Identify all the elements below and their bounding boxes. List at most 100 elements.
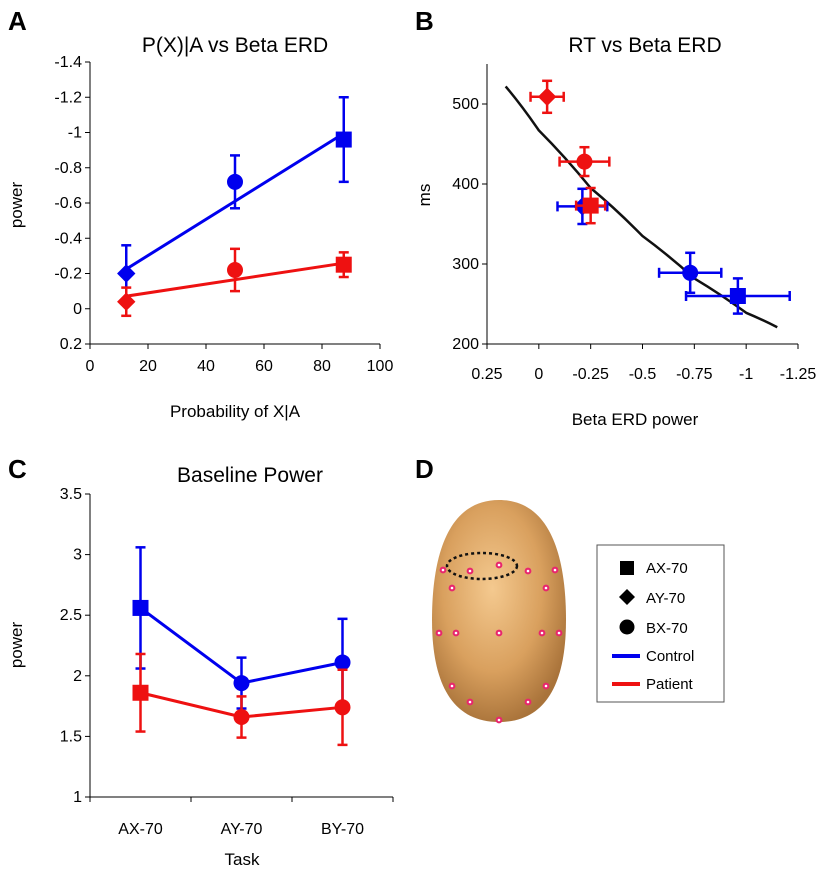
panel-d: D AX-70 AY-70 BX-70 Control Patient	[415, 454, 725, 724]
chart-c-point-patient	[334, 699, 351, 716]
chart-b-xtick-label: -0.75	[676, 366, 713, 383]
electrode-dot-center	[468, 700, 472, 704]
chart-b-xtick-label: 0	[534, 366, 543, 383]
chart-c-ylabel: power	[7, 622, 26, 669]
electrode-dot-center	[468, 569, 472, 573]
electrode-dot-center	[540, 631, 544, 635]
electrode-set	[435, 561, 563, 724]
legend-label-patient: Patient	[646, 676, 694, 693]
electrode-dot-center	[441, 568, 445, 572]
chart-b-point-control	[729, 288, 746, 304]
chart-c-ytick-label: 3.5	[60, 486, 82, 503]
chart-a-title: P(X)|A vs Beta ERD	[142, 34, 328, 57]
chart-b-xtick-label: -1.25	[780, 366, 817, 383]
legend-label-ax: AX-70	[646, 560, 688, 577]
chart-c-title: Baseline Power	[177, 464, 323, 487]
chart-c-marks	[132, 546, 351, 747]
chart-c-point-control	[132, 599, 149, 616]
chart-c-point-control	[233, 675, 250, 692]
chart-b-point-control	[682, 264, 699, 281]
chart-a-xtick-label: 60	[255, 358, 273, 375]
chart-a-xtick-label: 0	[86, 358, 95, 375]
chart-a-ytick-label: -0.2	[54, 266, 82, 283]
chart-c-point-patient	[233, 709, 250, 726]
electrode-dot-center	[450, 684, 454, 688]
chart-c-ytick-label: 2	[73, 668, 82, 685]
chart-b-point-patient	[576, 153, 593, 170]
chart-b-point-patient	[537, 87, 557, 106]
chart-c-ytick-label: 1.5	[60, 728, 82, 745]
panel-a: A P(X)|A vs Beta ERD -1.4 -1.2 -1 -0.8 -0.6 -…	[7, 6, 393, 421]
electrode-dot-center	[544, 586, 548, 590]
legend: AX-70 AY-70 BX-70 Control Patient	[596, 544, 725, 703]
electrode-dot-center	[553, 568, 557, 572]
chart-a-point-control	[335, 131, 352, 148]
chart-b-ytick-label: 300	[452, 256, 479, 273]
chart-a-ytick-label: 0.2	[60, 336, 82, 353]
chart-a-point-patient	[227, 261, 243, 278]
panel-label-c: C	[8, 454, 27, 484]
chart-a-xlabel: Probability of X|A	[170, 402, 301, 421]
electrode-dot-center	[454, 631, 458, 635]
chart-c-category-label: AY-70	[221, 821, 263, 838]
legend-label-control: Control	[646, 648, 694, 665]
chart-c-point-control	[334, 654, 351, 671]
electrode-dot-center	[437, 631, 441, 635]
chart-b-ytick-label: 200	[452, 336, 479, 353]
legend-label-bx: BX-70	[646, 620, 688, 637]
chart-c-category-label: AX-70	[118, 821, 163, 838]
chart-a-axes: -1.4-1.2-1-0.8-0.6-0.4-0.200.20 20 40 60 80 1…	[54, 54, 393, 375]
legend-circle-icon	[619, 619, 635, 635]
chart-b-xtick-label: -0.25	[572, 366, 609, 383]
electrode-dot-center	[497, 631, 501, 635]
chart-a-point-control	[117, 264, 136, 283]
electrode-dot-center	[526, 569, 530, 573]
chart-a-xtick-label: 20	[139, 358, 157, 375]
chart-a-ytick-label: -0.8	[54, 160, 82, 177]
panel-label-d: D	[415, 454, 434, 484]
chart-a-ytick-label: -0.6	[54, 195, 82, 212]
legend-label-ay: AY-70	[646, 590, 685, 607]
chart-b-axes: 200 300 400 500 0.25 0 -0.25 -0.5 -0.75 -1 -1.25	[452, 64, 816, 383]
chart-a-point-patient	[335, 256, 352, 273]
chart-c-xlabel: Task	[225, 850, 260, 869]
panel-label-a: A	[8, 6, 27, 36]
chart-c-ytick-label: 1	[73, 789, 82, 806]
legend-diamond-icon	[619, 589, 635, 605]
chart-a-ytick-label: -1.4	[54, 54, 82, 71]
chart-b-fit-curve	[504, 85, 778, 329]
chart-c-axes: 1 1.5 2 2.5 3 3.5 AX-70 AY-70 BY-70	[60, 486, 394, 838]
chart-a-point-control	[227, 173, 243, 190]
chart-a-ytick-label: -1	[68, 125, 82, 142]
chart-b-ylabel: ms	[415, 184, 434, 207]
roi-dashed-ellipse	[445, 551, 519, 581]
chart-b-ytick-label: 500	[452, 96, 479, 113]
chart-b-xtick-label: -1	[739, 366, 753, 383]
chart-a-ytick-label: -0.4	[54, 230, 82, 247]
chart-a-ytick-label: 0	[73, 301, 82, 318]
legend-square-icon	[620, 561, 634, 575]
chart-b-marks	[504, 79, 791, 329]
chart-b-xtick-label: 0.25	[471, 366, 502, 383]
head-topographic-icon	[432, 500, 566, 724]
electrode-dot-center	[544, 684, 548, 688]
chart-b-xlabel: Beta ERD power	[572, 410, 699, 429]
chart-a-xtick-label: 40	[197, 358, 215, 375]
chart-c-category-label: BY-70	[321, 821, 364, 838]
electrode-dot-center	[526, 700, 530, 704]
chart-a-ytick-label: -1.2	[54, 89, 82, 106]
chart-a-marks	[117, 96, 352, 318]
electrode-dot-center	[497, 563, 501, 567]
legend-box	[596, 544, 725, 703]
electrode-dot-center	[497, 718, 501, 722]
chart-a-point-patient	[117, 292, 136, 311]
chart-b-ytick-label: 400	[452, 176, 479, 193]
panel-b: B RT vs Beta ERD 200 300 400 500 0.25 0 -0.25 -…	[415, 6, 816, 429]
chart-a-ylabel: power	[7, 182, 26, 229]
chart-b-point-patient	[582, 197, 599, 214]
chart-c-ytick-label: 3	[73, 547, 82, 564]
electrode-dot-center	[450, 586, 454, 590]
panel-c: C Baseline Power 1 1.5 2 2.5 3 3.5 AX-70 AY-70 B…	[7, 454, 394, 869]
chart-a-xtick-label: 80	[313, 358, 331, 375]
